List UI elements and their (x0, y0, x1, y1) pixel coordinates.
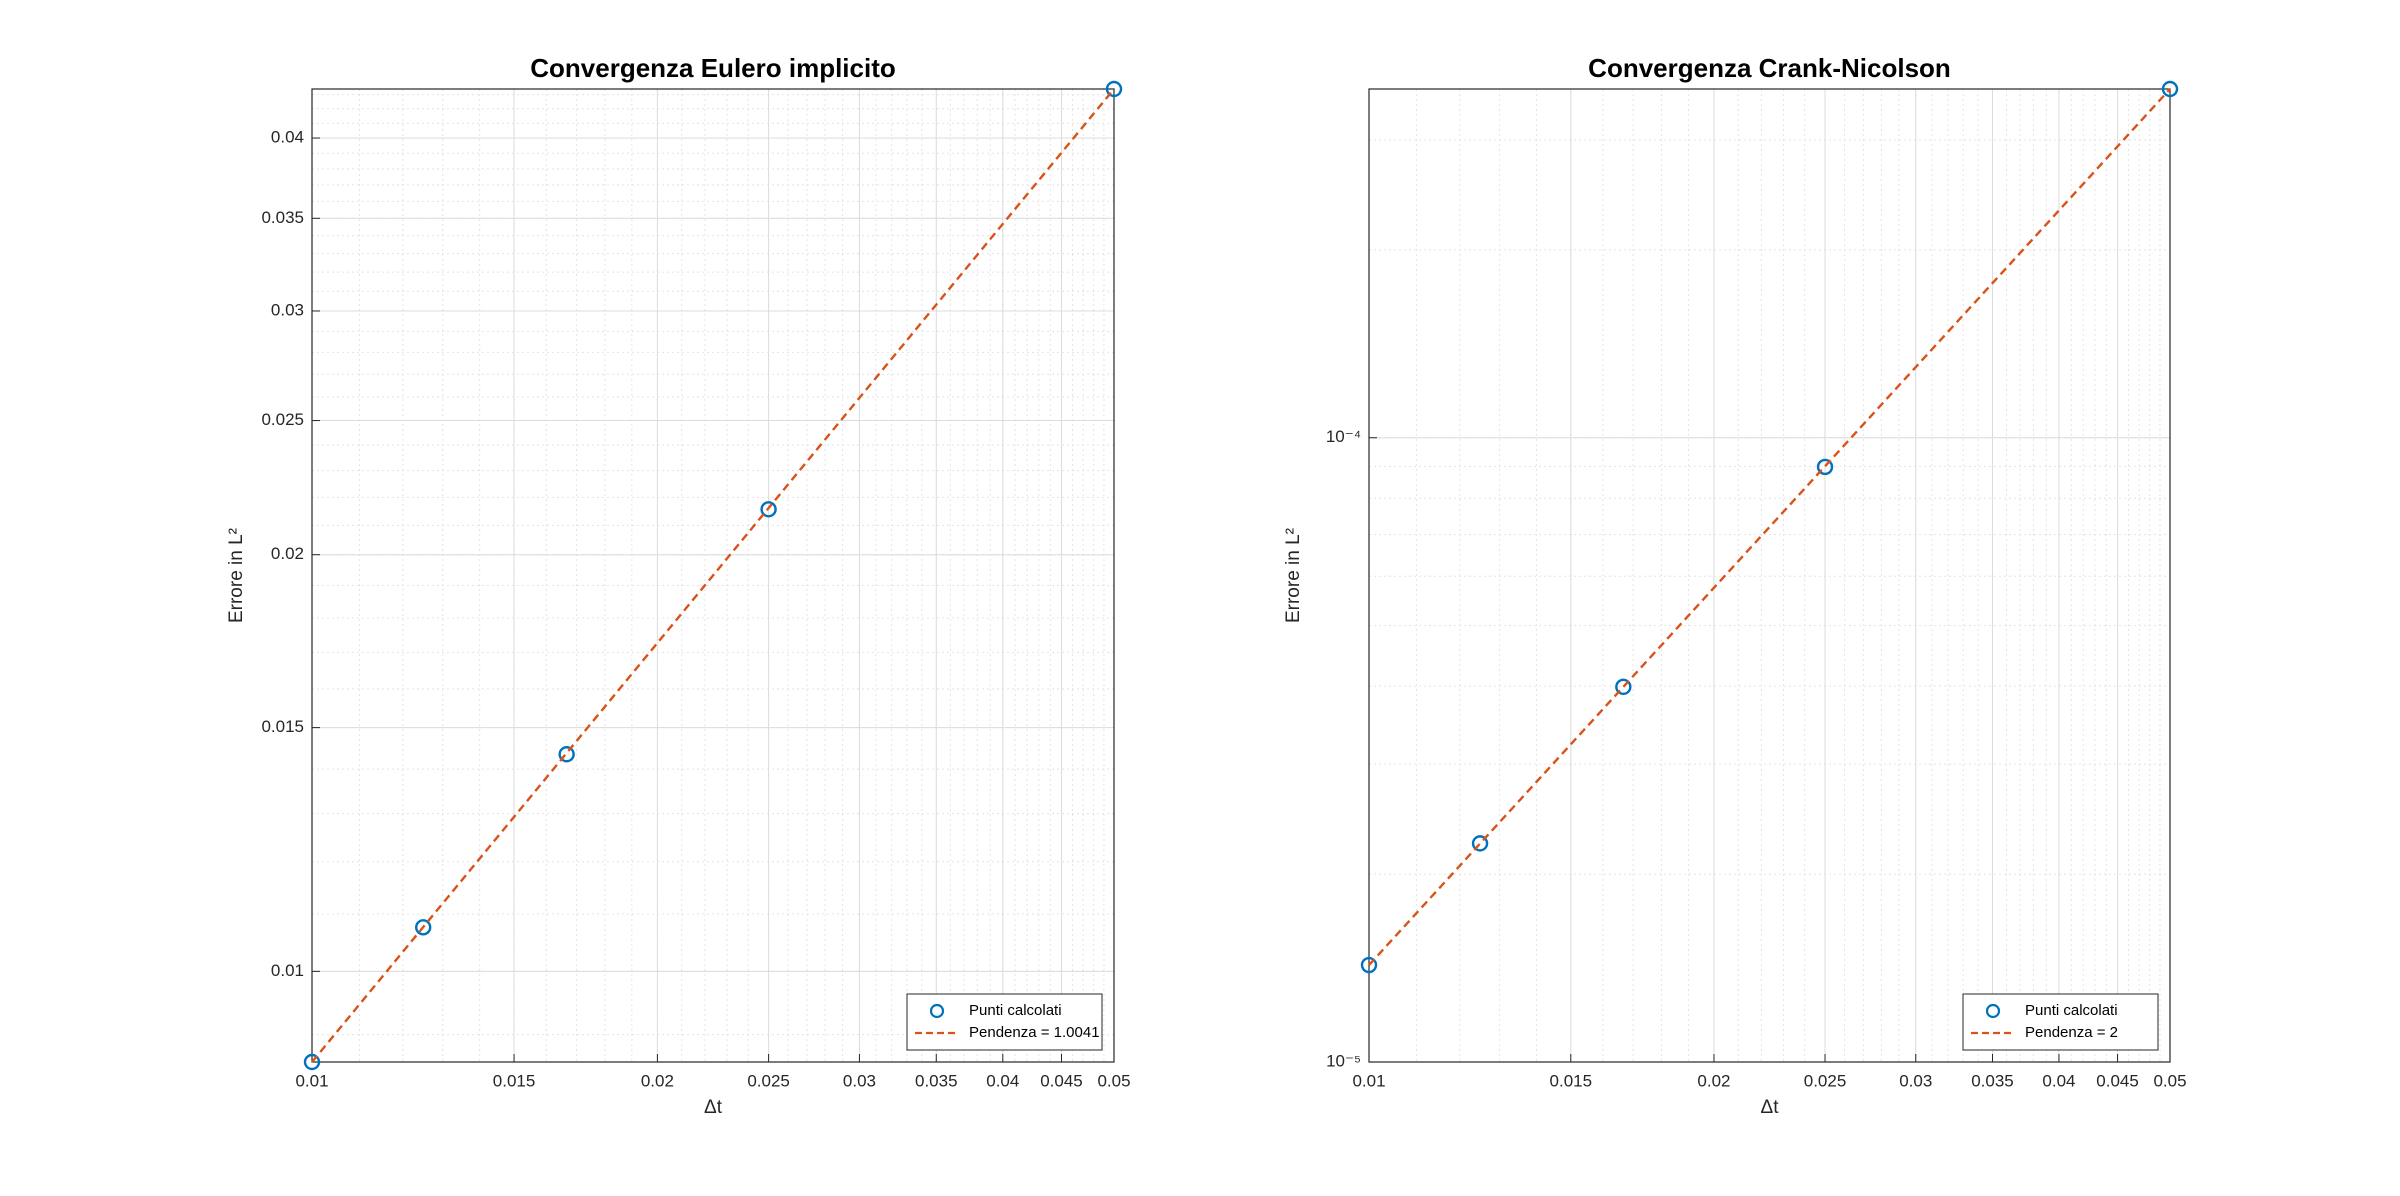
legend-marker (929, 1003, 945, 1019)
x-tick-label: 0.045 (2096, 1071, 2139, 1090)
legend-label: Punti calcolati (2025, 1002, 2118, 1019)
data-point (1105, 80, 1123, 98)
y-tick-label: 0.03 (271, 300, 304, 319)
x-tick-label: 0.01 (295, 1071, 328, 1090)
axes-box (311, 88, 1115, 1063)
fit-line (1368, 88, 2171, 966)
data-point (558, 746, 575, 763)
y-tick-label: 0.01 (271, 961, 304, 980)
data-point (303, 1053, 321, 1071)
y-axis-label: Errore in L² (1283, 528, 1304, 623)
legend-label: Punti calcolati (969, 1002, 1062, 1019)
chart-title: Convergenza Eulero implicito (530, 53, 896, 83)
y-tick-label: 0.02 (271, 544, 304, 563)
plot-area (1369, 89, 2170, 1062)
x-tick-label: 0.035 (1971, 1071, 2014, 1090)
legend-label: Pendenza = 1.0041 (969, 1024, 1100, 1041)
x-axis-label: Δt (704, 1097, 723, 1118)
x-tick-label: 0.02 (641, 1071, 674, 1090)
y-tick-label: 0.035 (261, 208, 304, 227)
data-point (1615, 678, 1632, 696)
data-point (1360, 956, 1378, 974)
legend: Punti calcolati Pendenza = 2 (1962, 993, 2159, 1051)
x-tick-label: 0.015 (1550, 1071, 1593, 1090)
x-tick-label: 0.02 (1697, 1071, 1730, 1090)
x-tick-label: 0.04 (986, 1071, 1019, 1090)
legend-box (1962, 993, 2159, 1051)
axes-box (1368, 88, 2171, 1063)
data-point (760, 501, 777, 518)
y-tick-label: 10⁻⁵ (1326, 1051, 1361, 1070)
y-tick-label: 0.025 (261, 410, 304, 429)
y-tick-label: 0.015 (261, 717, 304, 736)
axes: 0.01 0.015 0.02 0.025 0.03 0.035 0.04 0.045 0.05… (226, 53, 1131, 1118)
axes: 0.01 0.015 0.02 0.025 0.03 0.035 0.04 0.045 0.05… (1283, 53, 2187, 1118)
x-tick-label: 0.03 (1899, 1071, 1932, 1090)
x-tick-label: 0.05 (2153, 1071, 2186, 1090)
x-tick-label: 0.025 (747, 1071, 790, 1090)
y-axis-label: Errore in L² (226, 528, 247, 623)
data-point (1816, 458, 1834, 476)
legend: Punti calcolati Pendenza = 1.0041 (906, 993, 1103, 1051)
x-tick-label: 0.05 (1097, 1071, 1130, 1090)
fit-line (311, 88, 1115, 1063)
chart-title: Convergenza Crank-Nicolson (1588, 53, 1951, 83)
x-tick-label: 0.045 (1040, 1071, 1083, 1090)
x-tick-label: 0.025 (1804, 1071, 1847, 1090)
x-tick-label: 0.03 (843, 1071, 876, 1090)
x-axis-label: Δt (1761, 1097, 1780, 1118)
x-tick-label: 0.015 (493, 1071, 536, 1090)
data-point (1471, 835, 1489, 852)
legend-label: Pendenza = 2 (2025, 1024, 2118, 1041)
x-tick-label: 0.035 (915, 1071, 958, 1090)
y-tick-label: 10⁻⁴ (1326, 427, 1361, 446)
x-tick-label: 0.01 (1352, 1071, 1385, 1090)
x-tick-label: 0.04 (2042, 1071, 2075, 1090)
y-tick-label: 0.04 (271, 128, 304, 147)
legend-box (906, 993, 1103, 1051)
legend-marker (1985, 1003, 2001, 1019)
data-point (414, 919, 432, 936)
data-point (2161, 80, 2179, 98)
